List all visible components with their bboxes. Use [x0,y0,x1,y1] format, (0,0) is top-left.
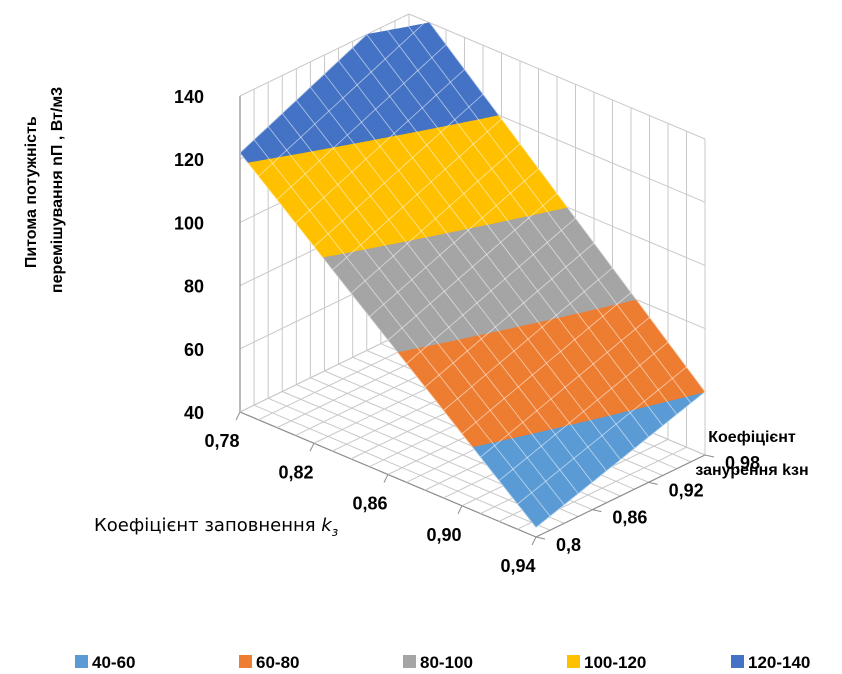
x-tick-mark-0 [235,411,241,421]
x-tick-mark-12 [457,505,463,514]
x-tick-label-0: 0,78 [204,431,239,451]
surface-plot [239,0,706,528]
legend-item-40-60: 40-60 [75,653,135,672]
z-tick-label-4: 120 [174,150,204,170]
y-tick-mark-0 [535,536,546,540]
z-axis-title-line-2: перемішування nП , Вт/м3 [49,87,66,293]
legend-item-60-80: 60-80 [239,653,299,672]
z-axis-title-line-1: Питома потужність [23,116,40,268]
legend-swatch-80-100 [403,655,416,668]
x-tick-label-3: 0,90 [426,525,461,545]
legend: 40-60 60-80 80-100 100-120 120-140 [75,653,810,672]
z-tick-label-5: 140 [174,87,204,107]
surface-wire-v-11 [394,7,692,404]
x-tick-label-1: 0,82 [278,462,313,482]
legend-label-60-80: 60-80 [256,653,299,672]
surface-band-40-60 [471,391,706,528]
legend-label-100-120: 100-120 [584,653,646,672]
z-tick-label-1: 60 [184,340,204,360]
surface-wire-v-0 [239,152,537,528]
z-tick-label-2: 80 [184,277,204,297]
x-axis-title-symbol: k [321,515,333,536]
surface-wire-v-8 [352,47,650,438]
y-tick-label-2: 0,92 [669,480,704,500]
x-tick-mark-16 [531,536,537,546]
z-tick-label-3: 100 [174,213,204,233]
legend-label-80-100: 80-100 [420,653,473,672]
tick-labels: 40 60 80 100 120 140 0,78 0,82 0,86 0,90 0,94 0,8 0,… [174,87,760,576]
surface-wire-v-2 [267,126,565,506]
surface-wire-v-5 [310,86,607,472]
z-axis-title: Питома потужність перемішування nП , Вт/… [23,87,66,293]
x-axis-title: Коефіцієнт заповнення kз [94,515,338,539]
surface-wire-v-3 [281,113,579,494]
y-tick-mark-8 [648,481,658,485]
grid-line-floor-y-0 [239,329,410,413]
x-axis-title-subscript: з [332,525,338,539]
surface-wire-v-7 [338,60,635,449]
y-tick-mark-12 [704,454,715,458]
legend-item-120-140: 120-140 [731,653,810,672]
surface-wire-v-12 [412,0,706,393]
y-axis-title-line-1: Коефіцієнт [708,429,796,446]
legend-swatch-40-60 [75,655,88,668]
surface-wire-v-10 [380,21,678,415]
surface-wire-v-1 [253,139,551,517]
x-tick-mark-8 [383,474,389,483]
x-tick-label-4: 0,94 [500,556,535,576]
legend-label-120-140: 120-140 [748,653,810,672]
legend-swatch-100-120 [567,655,580,668]
legend-item-80-100: 80-100 [403,653,473,672]
legend-swatch-120-140 [731,655,744,668]
legend-swatch-60-80 [239,655,252,668]
y-tick-label-3: 0,98 [725,453,760,473]
z-tick-label-0: 40 [184,403,204,423]
surface-band-100-120 [246,114,568,258]
surface-wireframe [239,0,706,528]
x-tick-label-2: 0,86 [352,494,387,514]
legend-item-100-120: 100-120 [567,653,646,672]
y-tick-mark-4 [592,509,602,513]
grid-line-floor-y-16 [535,454,706,538]
y-axis-title-line-2: занурення kзн [695,462,808,479]
surface-wire-v-6 [324,73,621,460]
y-tick-label-0: 0,8 [556,535,581,555]
x-axis-title-text: Коефіцієнт заповнення [94,515,321,536]
x-tick-mark-4 [309,443,315,452]
legend-label-40-60: 40-60 [92,653,135,672]
surface-wire-v-4 [295,100,593,483]
surface-wire-v-9 [366,34,664,426]
y-tick-label-1: 0,86 [612,508,647,528]
